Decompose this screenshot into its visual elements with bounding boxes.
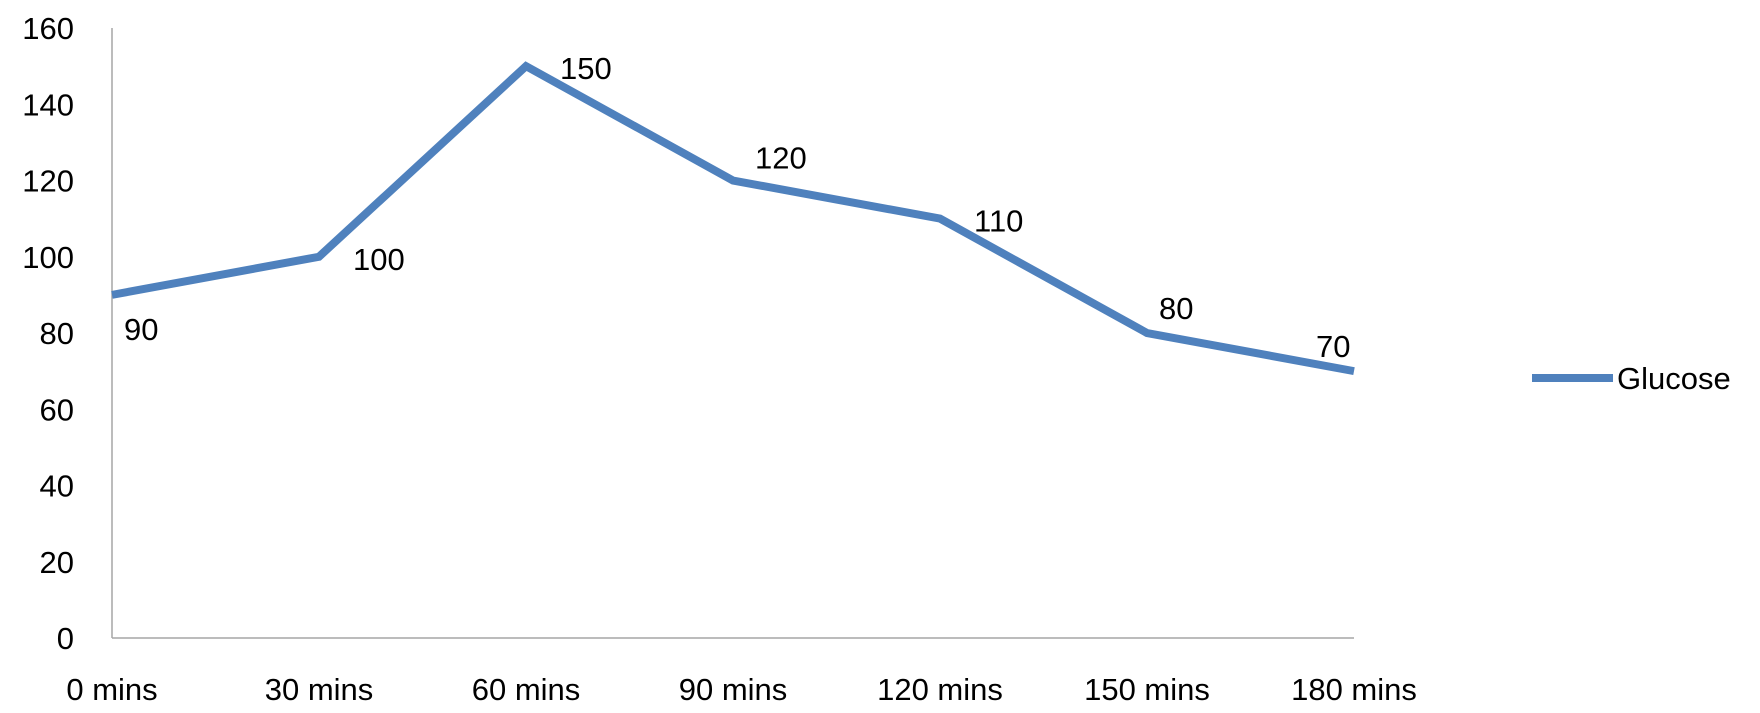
x-tick-label: 90 mins — [679, 672, 788, 707]
data-label: 90 — [124, 312, 158, 347]
legend-label: Glucose — [1617, 361, 1731, 396]
data-label: 70 — [1316, 329, 1350, 364]
y-tick-label: 120 — [22, 164, 74, 199]
x-tick-label: 30 mins — [265, 672, 374, 707]
x-tick-label: 0 mins — [66, 672, 157, 707]
series-lines — [111, 61, 1355, 376]
series-line — [111, 61, 1355, 376]
y-tick-label: 0 — [57, 621, 74, 656]
y-tick-label: 100 — [22, 240, 74, 275]
x-tick-label: 150 mins — [1084, 672, 1210, 707]
data-labels: 90 100 150 120 110 80 70 — [124, 51, 1350, 364]
y-tick-label: 80 — [40, 316, 74, 351]
y-tick-label: 140 — [22, 87, 74, 122]
x-tick-label: 120 mins — [877, 672, 1003, 707]
data-label: 110 — [974, 204, 1023, 239]
data-label: 100 — [353, 242, 405, 277]
y-tick-label: 60 — [40, 392, 74, 427]
axes — [111, 28, 1354, 639]
y-tick-label: 40 — [40, 469, 74, 504]
data-label: 80 — [1159, 291, 1193, 326]
legend: Glucose — [1532, 361, 1731, 396]
data-label: 120 — [755, 141, 807, 176]
x-tick-label: 180 mins — [1291, 672, 1417, 707]
x-tick-label: 60 mins — [472, 672, 581, 707]
data-label: 150 — [560, 51, 612, 86]
y-tick-label: 20 — [40, 545, 74, 580]
y-tick-label: 160 — [22, 11, 74, 46]
x-axis-tick-labels: 0 mins 30 mins 60 mins 90 mins 120 mins 150 m… — [66, 672, 1417, 707]
y-axis-tick-labels: 0 20 40 60 80 100 120 140 160 — [22, 11, 74, 656]
